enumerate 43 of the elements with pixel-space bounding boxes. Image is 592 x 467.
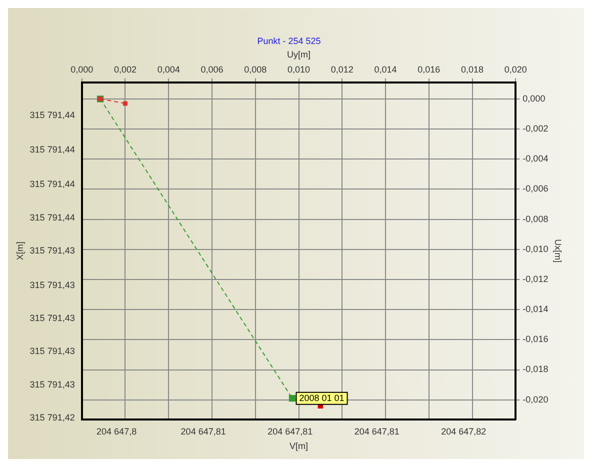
y2-tick-label: -0,016	[522, 334, 548, 344]
y2-tick-label: 0,000	[522, 93, 546, 104]
x2-tick-label: 0,018	[461, 64, 484, 74]
x2-tick-label: 0,020	[504, 64, 527, 74]
x2-tick-label: 0,004	[157, 64, 180, 74]
x2-tick-label: 0,000	[70, 64, 94, 74]
y-tick-label: 315 791,43	[30, 346, 75, 356]
y-tick-label: 315 791,42	[30, 412, 75, 422]
y2-tick-label: -0,008	[522, 214, 548, 224]
x2-tick-label: 0,012	[330, 64, 354, 74]
y-tick-label: 315 791,43	[30, 379, 75, 390]
y2-tick-label: -0,004	[522, 154, 548, 164]
annotation: 2008 01 01	[299, 392, 344, 403]
x2-tick-label: 0,010	[287, 64, 310, 74]
y-tick-label: 315 791,44	[30, 179, 75, 190]
y-axis-title: X[m]	[14, 242, 25, 260]
y2-axis-title: Ux[m]	[553, 239, 564, 263]
y2-tick-label: -0,012	[522, 274, 548, 284]
x-tick-label: 204 647,82	[441, 426, 486, 436]
x2-tick-label: 0,006	[200, 64, 224, 74]
y2-tick-label: -0,010	[522, 244, 548, 254]
x2-tick-label: 0,008	[244, 64, 267, 74]
x-tick-label: 204 647,81	[180, 426, 226, 436]
x-axis-title: V[m]	[290, 441, 308, 452]
y-tick-label: 315 791,44	[30, 110, 75, 120]
y2-tick-label: -0,018	[522, 364, 548, 374]
y2-tick-label: -0,006	[522, 184, 548, 194]
y-tick-label: 315 791,44	[30, 212, 75, 222]
chart-title: Punkt - 254 525	[257, 36, 321, 46]
x-tick-label: 204 647,81	[354, 426, 400, 436]
x2-tick-label: 0,016	[418, 64, 440, 74]
y2-tick-label: -0,002	[522, 124, 548, 134]
x2-axis-title: Uy[m]	[287, 50, 311, 60]
x-tick-label: 204 647,81	[268, 426, 313, 436]
x-tick-label: 204 647,8	[96, 426, 137, 436]
y2-tick-label: -0,020	[522, 394, 548, 404]
y-tick-label: 315 791,43	[30, 280, 75, 290]
y-tick-label: 315 791,44	[30, 144, 75, 155]
y-tick-label: 315 791,43	[30, 245, 75, 256]
x2-tick-label: 0,014	[374, 64, 397, 74]
x2-tick-label: 0,002	[114, 64, 136, 74]
y-tick-label: 315 791,43	[30, 313, 75, 324]
y2-tick-label: -0,014	[522, 304, 548, 314]
